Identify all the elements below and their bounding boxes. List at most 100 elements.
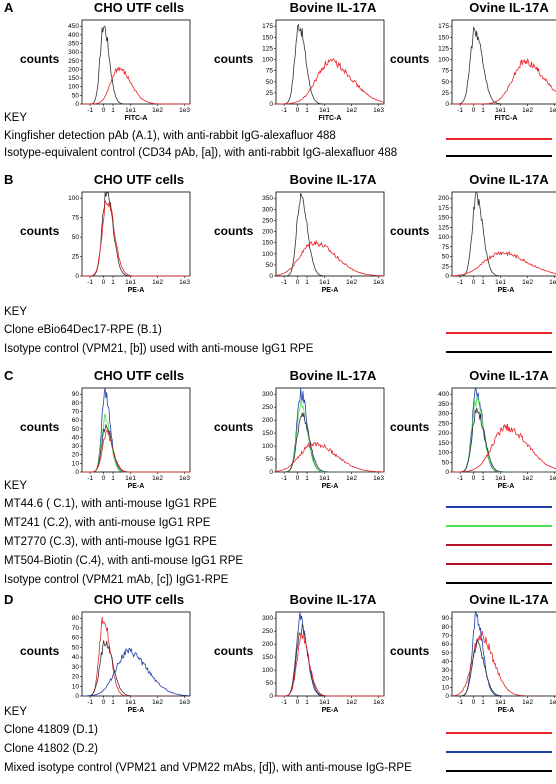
x-tick-label: 1e1 (495, 107, 506, 114)
y-tick-label: 300 (68, 49, 79, 56)
x-axis-label: PE-A (128, 287, 145, 294)
x-tick-label: 1e2 (346, 279, 357, 286)
y-tick-label: 300 (438, 411, 449, 418)
x-tick-label: 1e3 (373, 475, 384, 482)
y-tick-label: 250 (262, 628, 273, 635)
y-tick-label: 60 (72, 417, 80, 424)
histogram-curve (275, 441, 385, 473)
y-tick-label: 60 (442, 641, 450, 648)
histogram-curve (276, 58, 385, 105)
y-tick-label: 200 (262, 229, 273, 236)
section-letter: B (4, 172, 14, 187)
y-tick-label: 25 (442, 263, 450, 270)
x-tick-label: 1e3 (373, 107, 384, 114)
x-tick-label: 0 (296, 107, 300, 114)
legend-swatch-line (446, 563, 552, 565)
x-axis-label: PE-A (322, 707, 339, 714)
histogram-curve (82, 66, 190, 105)
y-tick-label: 20 (72, 452, 80, 459)
y-tick-label: 175 (438, 23, 449, 30)
legend-swatch-line (446, 506, 552, 508)
plot-frame (275, 19, 385, 105)
y-tick-label: 0 (269, 101, 273, 108)
x-tick-label: 1e3 (179, 279, 190, 286)
y-axis-label: counts (214, 644, 254, 658)
x-tick-label: 1e1 (319, 475, 330, 482)
histogram-curve (82, 429, 190, 473)
x-tick-label: -1 (281, 699, 287, 706)
y-axis-label: counts (20, 224, 60, 238)
y-tick-label: 30 (72, 664, 80, 671)
y-tick-label: 150 (262, 34, 273, 41)
panel-title: Ovine IL-17A (469, 368, 549, 383)
y-tick-label: 350 (438, 401, 449, 408)
y-tick-label: 75 (442, 244, 450, 251)
x-tick-label: -1 (87, 699, 93, 706)
legend-swatch-line (446, 770, 552, 772)
plot-frame (275, 191, 385, 277)
x-tick-label: 0 (472, 107, 476, 114)
y-tick-label: 0 (445, 101, 449, 108)
y-tick-label: 50 (72, 426, 80, 433)
x-tick-label: 1 (481, 107, 485, 114)
y-tick-label: 0 (445, 693, 449, 700)
x-tick-label: 0 (102, 699, 106, 706)
y-axis-label: counts (214, 52, 254, 66)
y-tick-label: 200 (438, 195, 449, 202)
histogram-plot: 050100150200250300350400-1011e11e21e3PE-… (438, 386, 556, 490)
x-tick-label: 1 (305, 475, 309, 482)
x-tick-label: 1 (111, 107, 115, 114)
x-tick-label: 1 (305, 107, 309, 114)
x-tick-label: 1e2 (152, 279, 163, 286)
histogram-curve (82, 387, 190, 473)
x-tick-label: 1e3 (179, 107, 190, 114)
x-tick-label: -1 (87, 107, 93, 114)
x-tick-label: 1e2 (152, 699, 163, 706)
y-tick-label: 75 (72, 215, 80, 222)
key-title: KEY (4, 706, 28, 718)
x-tick-label: -1 (457, 279, 463, 286)
y-tick-label: 0 (269, 469, 273, 476)
x-tick-label: 1 (481, 475, 485, 482)
plot-frame (81, 387, 191, 473)
x-tick-label: -1 (457, 475, 463, 482)
y-tick-label: 250 (438, 420, 449, 427)
x-tick-label: 1e2 (522, 699, 533, 706)
x-tick-label: 1e2 (152, 107, 163, 114)
x-tick-label: 1e3 (549, 475, 556, 482)
y-tick-label: 20 (72, 674, 80, 681)
legend-entry: Mixed isotype control (VPM21 and VPM22 m… (4, 762, 412, 774)
y-tick-label: 100 (438, 234, 449, 241)
legend-entry: MT504-Biotin (C.4), with anti-mouse IgG1… (4, 555, 244, 567)
y-tick-label: 175 (262, 23, 273, 30)
y-tick-label: 0 (75, 469, 79, 476)
x-axis-label: FITC-A (125, 115, 148, 122)
plot-frame (451, 19, 556, 105)
x-axis-label: PE-A (322, 287, 339, 294)
panel-title: CHO UTF cells (93, 0, 185, 15)
histogram-curve (276, 623, 384, 697)
legend-swatch-line (446, 351, 552, 353)
x-tick-label: 1e2 (152, 475, 163, 482)
legend-entry: Isotype control (VPM21 mAb, [c]) IgG1-RP… (4, 574, 229, 586)
y-tick-label: 50 (266, 262, 274, 269)
histogram-curve (452, 57, 556, 105)
legend-swatch-line (446, 544, 552, 546)
x-tick-label: 1e3 (373, 699, 384, 706)
y-tick-label: 0 (75, 101, 79, 108)
y-tick-label: 100 (68, 195, 79, 202)
y-tick-label: 50 (266, 456, 274, 463)
x-tick-label: 1e1 (125, 699, 136, 706)
y-tick-label: 350 (68, 41, 79, 48)
histogram-curve (276, 24, 384, 105)
x-tick-label: 1e2 (346, 699, 357, 706)
histogram-curve (82, 647, 190, 697)
y-axis-label: counts (390, 420, 430, 434)
panel-title: Bovine IL-17A (289, 0, 377, 15)
y-axis-label: counts (390, 644, 430, 658)
x-tick-label: 1 (111, 699, 115, 706)
y-tick-label: 25 (72, 254, 80, 261)
